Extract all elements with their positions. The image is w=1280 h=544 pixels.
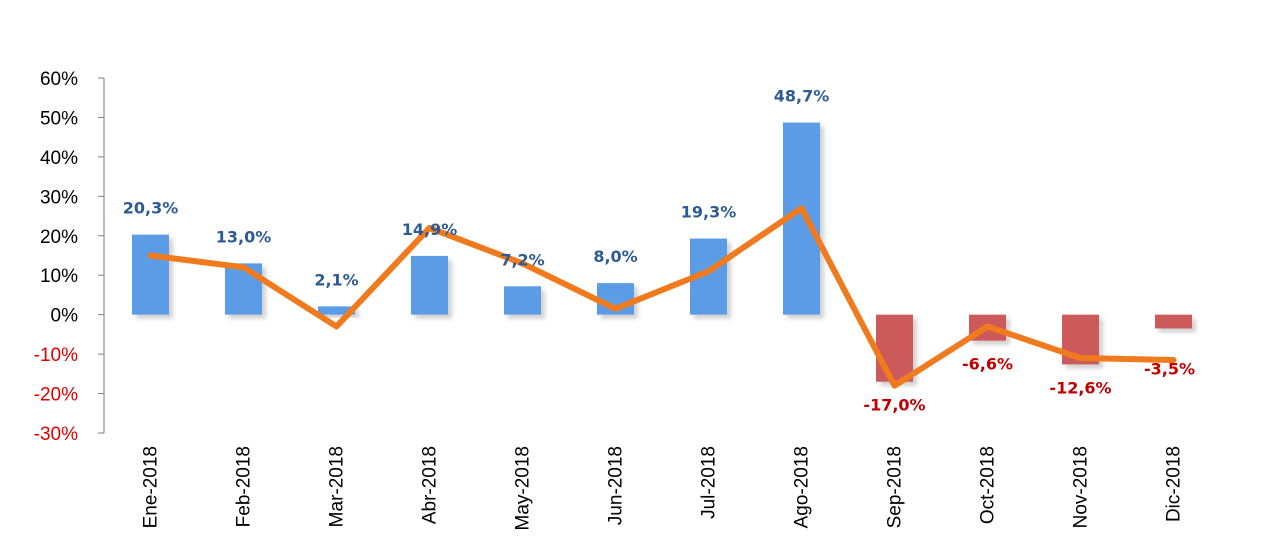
bar-sep-2018 [876, 314, 913, 382]
bar-abr-2018 [411, 255, 448, 315]
bar-feb-2018 [225, 263, 262, 315]
data-label: -12,6% [1049, 378, 1111, 397]
x-tick-label: May-2018 [513, 446, 534, 531]
x-tick-label: Mar-2018 [327, 446, 348, 527]
data-label: -17,0% [863, 396, 925, 415]
bar-mar-2018 [318, 306, 355, 315]
line-series [147, 205, 1177, 389]
data-label: 48,7% [774, 87, 830, 106]
y-tick-label: 20% [40, 227, 78, 248]
data-label: 7,2% [500, 250, 544, 269]
x-tick-label: Abr-2018 [420, 446, 441, 524]
x-tick-label: Nov-2018 [1071, 446, 1092, 528]
y-tick-label: -30% [34, 424, 78, 445]
x-tick-label: Feb-2018 [234, 446, 255, 527]
y-tick-label: 10% [40, 266, 78, 287]
x-tick-label: Jul-2018 [699, 446, 720, 519]
x-tick-label: Ene-2018 [141, 446, 162, 528]
data-label: 19,3% [681, 203, 737, 222]
bar-ene-2018 [132, 234, 169, 315]
bar-may-2018 [504, 286, 541, 315]
y-tick-label: 0% [51, 306, 79, 327]
data-labels-layer: 20,3% 13,0% 2,1% 14,9% 7,2% 8,0% 19,3% 48,7% -17… [123, 87, 1195, 415]
y-tick-label: 40% [40, 148, 78, 169]
data-label: 20,3% [123, 199, 179, 218]
data-label: -3,5% [1144, 359, 1195, 378]
x-tick-label: Oct-2018 [978, 446, 999, 524]
y-tick-label: 50% [40, 108, 78, 129]
data-label: 13,0% [216, 227, 272, 246]
data-label: 14,9% [402, 220, 458, 239]
x-tick-label: Ago-2018 [792, 446, 813, 528]
axis-layer: 60% 50% 40% 30% 20% 10% 0% -10% -20% -30% Ene-2018… [34, 69, 1185, 531]
line-layer [147, 205, 1177, 389]
y-tick-label: -20% [34, 385, 78, 406]
x-tick-label: Jun-2018 [606, 446, 627, 525]
bar-dic-2018 [1155, 314, 1192, 329]
data-label: -6,6% [962, 355, 1013, 374]
y-tick-label: -10% [34, 345, 78, 366]
data-label: 2,1% [314, 270, 358, 289]
data-label: 8,0% [593, 247, 637, 266]
x-tick-label: Dic-2018 [1164, 446, 1185, 522]
x-tick-label: Sep-2018 [885, 446, 906, 528]
y-tick-label: 60% [40, 69, 78, 90]
y-tick-label: 30% [40, 187, 78, 208]
